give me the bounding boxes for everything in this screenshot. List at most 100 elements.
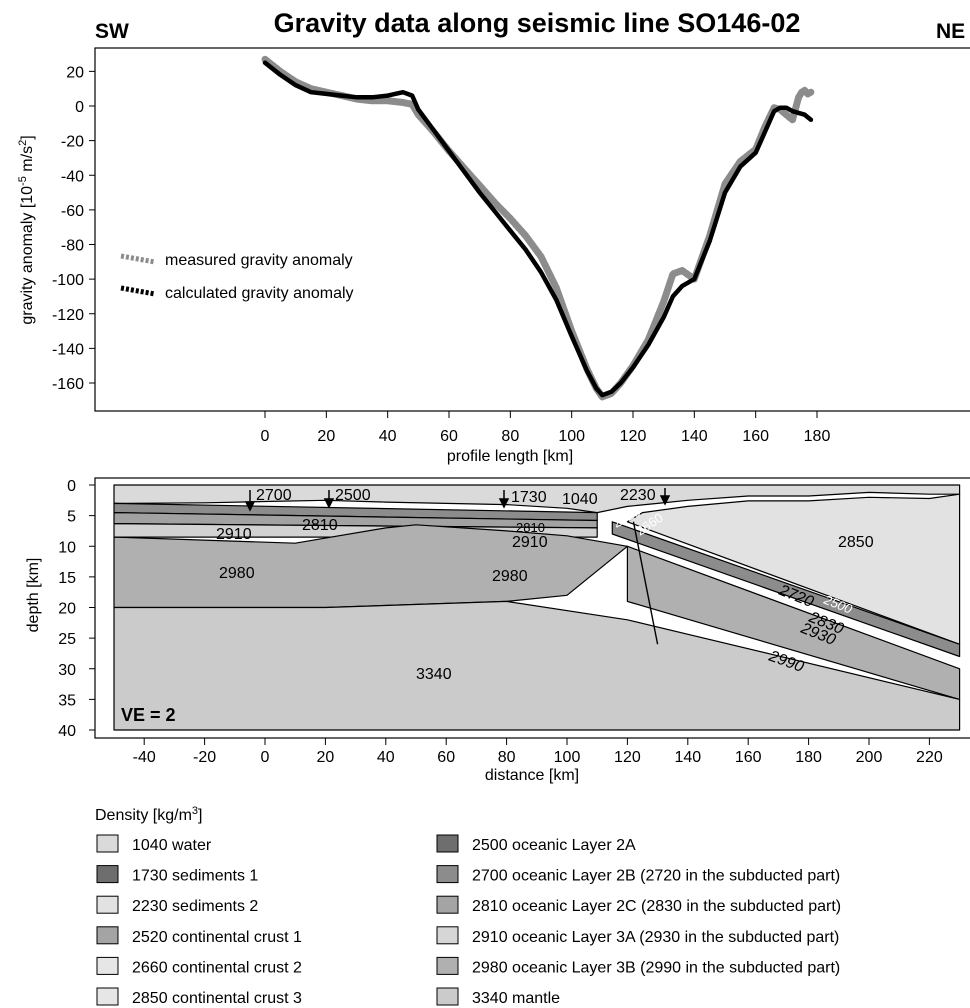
legend-label-measured: measured gravity anomaly: [165, 252, 353, 269]
legend-swatch: [436, 987, 459, 1006]
data-point-measured: [401, 100, 405, 105]
data-point-calculated: [263, 61, 267, 64]
depth-tick-label: 10: [58, 539, 76, 556]
distance-tick-label: 200: [856, 749, 883, 766]
data-point-measured: [806, 92, 810, 96]
x-tick-label: 80: [501, 428, 519, 445]
distance-tick-label: 220: [916, 749, 943, 766]
y-tick-label: -20: [61, 134, 84, 151]
arrow-1-head: [244, 501, 256, 512]
label-2810-b: 2810: [516, 520, 545, 535]
data-point-calculated: [555, 298, 558, 302]
label-2810-a: 2810: [302, 517, 338, 534]
label-2700: 2700: [256, 487, 292, 504]
label-2980-a: 2980: [219, 565, 255, 582]
x-tick-label: 180: [804, 428, 831, 445]
distance-tick-label: 40: [377, 749, 395, 766]
gravity-plot-frame: [94, 47, 970, 412]
legend-swatch: [436, 834, 459, 853]
data-point-calculated: [509, 229, 512, 232]
data-point-calculated: [325, 92, 328, 96]
density-legend-items: 1040 water 1730 sediments 1 2230 sediments…: [96, 834, 841, 1007]
data-point-calculated: [493, 210, 497, 213]
data-point-calculated: [785, 106, 788, 109]
depth-tick-label: 20: [58, 601, 76, 618]
legend-swatch-calculated: [120, 285, 156, 297]
gravity-legend: measured gravity anomaly calculated grav…: [120, 252, 354, 302]
label-2500-a: 2500: [335, 487, 371, 504]
distance-tick-label: -40: [133, 749, 156, 766]
sw-label: SW: [95, 20, 129, 43]
legend-label-calculated: calculated gravity anomaly: [165, 285, 354, 302]
data-point-calculated: [693, 277, 696, 281]
distance-tick-label: 60: [437, 749, 455, 766]
legend-item-label: 2910 oceanic Layer 3A (2930 in the subdu…: [472, 929, 839, 946]
data-point-calculated: [539, 270, 543, 274]
data-point-calculated: [355, 96, 359, 99]
data-point-measured: [508, 216, 512, 221]
data-point-calculated: [432, 128, 436, 132]
legend-item-label: 1040 water: [132, 837, 212, 854]
distance-tick-label: 20: [317, 749, 335, 766]
density-body-1040: [113, 484, 961, 514]
depth-tick-label: 25: [58, 631, 76, 648]
data-point-calculated: [570, 335, 573, 338]
station-arrows: [244, 488, 671, 512]
data-point-calculated: [478, 191, 482, 194]
legend-swatch: [436, 926, 459, 945]
y-tick-label: -80: [61, 238, 84, 255]
density-bodies: [113, 484, 961, 731]
legend-swatch: [96, 987, 119, 1006]
data-point-calculated: [610, 390, 613, 394]
y-tick-label: -60: [61, 203, 84, 220]
y-tick-label: -120: [52, 307, 84, 324]
legend-swatch: [96, 956, 119, 975]
label-2910-b: 2910: [512, 534, 548, 551]
density-y-axis: 0 5 10 15 20 25 30 35 40: [58, 478, 95, 740]
fault-line: [632, 521, 659, 645]
data-point-measured: [723, 182, 727, 186]
x-tick-label: 20: [317, 428, 335, 445]
distance-tick-label: 100: [554, 749, 581, 766]
arrow-3-head: [498, 498, 510, 509]
depth-tick-label: 40: [58, 723, 76, 740]
data-point-calculated: [723, 191, 727, 194]
data-point-calculated: [386, 94, 390, 97]
data-point-calculated: [763, 130, 767, 134]
data-point-measured: [738, 159, 742, 163]
data-point-measured: [662, 300, 666, 304]
density-x-label: distance [km]: [485, 767, 579, 784]
distance-tick-label: 160: [735, 749, 762, 766]
gravity-y-label: gravity anomaly [10-5 m/s2]: [17, 135, 36, 324]
data-point-measured: [790, 118, 795, 122]
label-2910-a: 2910: [216, 526, 252, 543]
data-point-measured: [680, 268, 684, 273]
legend-item-label: 2230 sediments 2: [132, 898, 258, 915]
label-2230: 2230: [620, 487, 656, 504]
gravity-y-axis: 20 0 -20 -40 -60 -80 -100 -120 -140 -160: [52, 64, 95, 393]
data-point-calculated: [671, 295, 675, 298]
arrow-2-head: [323, 498, 335, 509]
data-point-calculated: [708, 239, 711, 243]
y-tick-label: -40: [61, 168, 84, 185]
distance-tick-label: 180: [795, 749, 822, 766]
data-point-calculated: [791, 109, 794, 113]
data-point-calculated: [524, 248, 527, 251]
x-tick-label: 160: [742, 428, 769, 445]
data-point-calculated: [309, 90, 313, 94]
depth-tick-label: 15: [58, 570, 76, 587]
distance-tick-label: 0: [261, 749, 270, 766]
data-point-measured: [524, 234, 528, 238]
data-point-calculated: [463, 170, 466, 174]
gravity-x-label: profile length [km]: [447, 448, 573, 465]
gravity-plot: 20 0 -20 -40 -60 -80 -100 -120 -140 -160 0 20 40 60 8…: [17, 47, 970, 465]
data-point-calculated: [631, 366, 635, 369]
data-point-measured: [809, 90, 813, 94]
depth-tick-label: 35: [58, 692, 76, 709]
density-legend: Density [kg/m3] 1040 water 1730 sediments…: [95, 805, 841, 1007]
body-labels: 2700 2500 1730 1040 2230 2810 2520 2660 …: [121, 487, 874, 725]
data-point-calculated: [410, 94, 414, 97]
legend-item-label: 2810 oceanic Layer 2C (2830 in the subdu…: [472, 898, 841, 915]
x-tick-label: 0: [261, 428, 270, 445]
data-point-calculated: [340, 94, 344, 97]
